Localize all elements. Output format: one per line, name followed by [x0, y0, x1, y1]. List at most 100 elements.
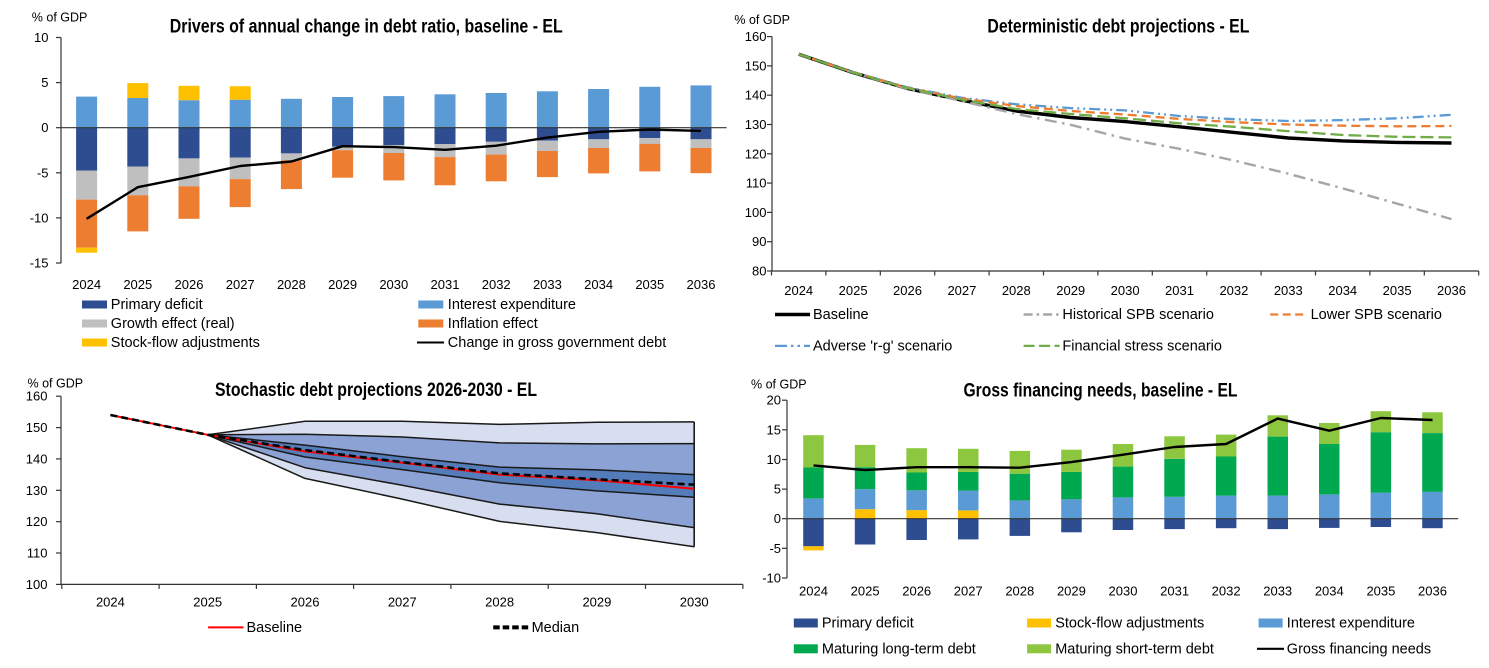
svg-text:15: 15	[767, 422, 781, 437]
svg-text:-15: -15	[30, 256, 49, 271]
svg-text:Drivers of annual change in de: Drivers of annual change in debt ratio, …	[170, 16, 563, 37]
svg-text:2028: 2028	[485, 595, 514, 610]
svg-text:2024: 2024	[784, 283, 813, 298]
svg-text:-10: -10	[762, 571, 781, 586]
svg-text:2028: 2028	[1002, 283, 1031, 298]
svg-text:2029: 2029	[1056, 283, 1085, 298]
svg-text:2035: 2035	[1383, 283, 1412, 298]
svg-text:2036: 2036	[1418, 584, 1447, 599]
svg-text:2025: 2025	[123, 277, 152, 292]
svg-text:2030: 2030	[379, 277, 408, 292]
svg-text:100: 100	[26, 577, 48, 592]
svg-text:2032: 2032	[1219, 283, 1248, 298]
svg-text:Deterministic debt projections: Deterministic debt projections - EL	[987, 17, 1249, 38]
svg-text:-10: -10	[30, 210, 49, 225]
svg-text:Gross financing needs, baselin: Gross financing needs, baseline - EL	[964, 381, 1238, 402]
svg-text:Historical SPB scenario: Historical SPB scenario	[1062, 307, 1214, 323]
svg-text:2031: 2031	[1160, 584, 1189, 599]
svg-text:110: 110	[746, 176, 767, 191]
svg-text:2025: 2025	[851, 584, 880, 599]
svg-text:% of GDP: % of GDP	[28, 377, 84, 391]
svg-text:2025: 2025	[839, 283, 868, 298]
svg-text:2035: 2035	[635, 277, 664, 292]
svg-text:2024: 2024	[799, 584, 828, 599]
svg-text:2032: 2032	[1212, 584, 1241, 599]
svg-text:90: 90	[752, 234, 766, 249]
svg-text:0: 0	[774, 511, 781, 526]
svg-text:110: 110	[27, 546, 48, 561]
svg-text:2033: 2033	[533, 277, 562, 292]
svg-text:-5: -5	[769, 541, 781, 556]
svg-text:Interest expenditure: Interest expenditure	[448, 297, 576, 313]
svg-text:2036: 2036	[687, 277, 716, 292]
svg-text:Interest expenditure: Interest expenditure	[1287, 616, 1415, 632]
svg-text:Maturing short-term debt: Maturing short-term debt	[1055, 641, 1214, 657]
svg-text:2031: 2031	[1165, 283, 1194, 298]
svg-text:Gross financing needs: Gross financing needs	[1287, 641, 1431, 657]
svg-text:2027: 2027	[388, 595, 417, 610]
svg-text:2029: 2029	[582, 595, 611, 610]
svg-text:140: 140	[26, 451, 48, 466]
svg-text:Baseline: Baseline	[813, 307, 869, 323]
svg-text:80: 80	[752, 264, 766, 279]
svg-text:2025: 2025	[193, 595, 222, 610]
svg-text:130: 130	[745, 117, 767, 132]
svg-text:Maturing long-term debt: Maturing long-term debt	[822, 641, 976, 657]
svg-text:10: 10	[767, 452, 781, 467]
svg-text:20: 20	[767, 393, 781, 408]
svg-text:2026: 2026	[902, 584, 931, 599]
svg-text:2027: 2027	[226, 277, 255, 292]
svg-text:2035: 2035	[1366, 584, 1395, 599]
svg-text:10: 10	[34, 30, 48, 45]
svg-text:Financial stress scenario: Financial stress scenario	[1062, 338, 1222, 354]
svg-text:100: 100	[745, 205, 767, 220]
svg-text:130: 130	[26, 483, 48, 498]
svg-text:120: 120	[26, 514, 48, 529]
svg-text:Stochastic debt projections 20: Stochastic debt projections 2026-2030 - …	[215, 380, 537, 401]
svg-text:0: 0	[41, 120, 48, 135]
svg-text:2034: 2034	[1328, 283, 1357, 298]
svg-text:120: 120	[745, 146, 767, 161]
svg-text:Lower SPB scenario: Lower SPB scenario	[1311, 307, 1442, 323]
svg-text:150: 150	[745, 58, 767, 73]
svg-text:2031: 2031	[431, 277, 460, 292]
svg-text:2026: 2026	[893, 283, 922, 298]
svg-text:Adverse 'r-g' scenario: Adverse 'r-g' scenario	[813, 338, 952, 354]
svg-text:2030: 2030	[680, 595, 709, 610]
svg-text:% of GDP: % of GDP	[734, 13, 790, 27]
svg-text:2029: 2029	[1057, 584, 1086, 599]
svg-text:Primary deficit: Primary deficit	[111, 297, 203, 313]
svg-text:2030: 2030	[1109, 584, 1138, 599]
svg-text:2033: 2033	[1274, 283, 1303, 298]
svg-text:5: 5	[774, 482, 781, 497]
svg-text:Primary deficit: Primary deficit	[822, 616, 914, 632]
svg-text:160: 160	[745, 29, 767, 44]
svg-text:2034: 2034	[1315, 584, 1344, 599]
svg-text:140: 140	[745, 88, 767, 103]
svg-text:Baseline: Baseline	[247, 620, 303, 636]
svg-text:2026: 2026	[291, 595, 320, 610]
svg-text:2029: 2029	[328, 277, 357, 292]
svg-text:Median: Median	[532, 620, 580, 636]
svg-text:Stock-flow adjustments: Stock-flow adjustments	[111, 335, 260, 351]
svg-text:-5: -5	[37, 165, 49, 180]
svg-text:2026: 2026	[175, 277, 204, 292]
svg-text:2024: 2024	[72, 277, 101, 292]
svg-text:2028: 2028	[277, 277, 306, 292]
svg-text:2034: 2034	[584, 277, 613, 292]
svg-text:Stock-flow adjustments: Stock-flow adjustments	[1055, 616, 1204, 632]
svg-text:2033: 2033	[1263, 584, 1292, 599]
svg-text:% of GDP: % of GDP	[751, 378, 807, 392]
svg-text:2030: 2030	[1111, 283, 1140, 298]
svg-text:2028: 2028	[1005, 584, 1034, 599]
svg-text:% of GDP: % of GDP	[32, 11, 88, 25]
svg-text:2027: 2027	[947, 283, 976, 298]
svg-text:2024: 2024	[96, 595, 125, 610]
svg-text:5: 5	[41, 75, 48, 90]
svg-text:2036: 2036	[1437, 283, 1466, 298]
svg-text:Inflation effect: Inflation effect	[448, 316, 538, 332]
svg-text:Change in gross government deb: Change in gross government debt	[448, 335, 666, 351]
svg-text:Growth effect (real): Growth effect (real)	[111, 316, 235, 332]
svg-text:150: 150	[26, 420, 48, 435]
svg-text:2032: 2032	[482, 277, 511, 292]
